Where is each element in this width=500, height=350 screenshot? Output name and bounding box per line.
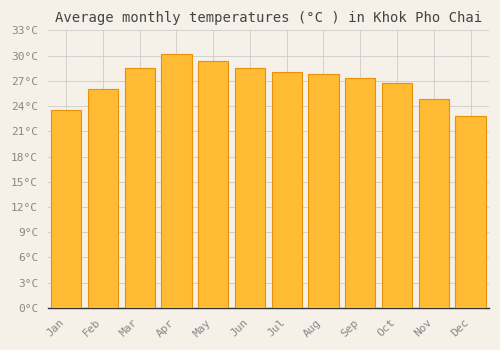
Bar: [162, 54, 192, 308]
Bar: [382, 83, 412, 308]
Bar: [88, 89, 118, 308]
Bar: [51, 110, 82, 308]
Bar: [418, 99, 449, 308]
Bar: [456, 116, 486, 308]
Bar: [308, 74, 338, 308]
Title: Average monthly temperatures (°C ) in Khok Pho Chai: Average monthly temperatures (°C ) in Kh…: [55, 11, 482, 25]
Bar: [235, 68, 265, 308]
Bar: [124, 68, 155, 308]
Bar: [345, 78, 376, 308]
Bar: [198, 61, 228, 308]
Bar: [272, 72, 302, 308]
